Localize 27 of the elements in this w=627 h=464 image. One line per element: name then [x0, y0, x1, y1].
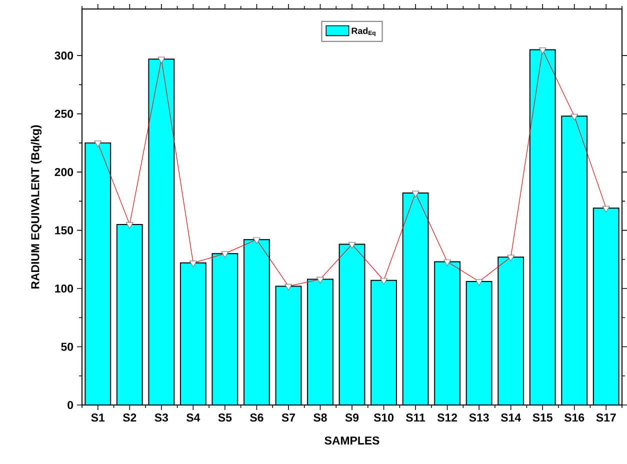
x-tick-label: S15: [532, 414, 552, 422]
x-tick-label: S11: [406, 414, 426, 422]
x-axis-title: SAMPLES: [324, 436, 380, 445]
y-tick-label: 100: [55, 284, 74, 293]
x-tick-label: S16: [564, 414, 584, 422]
x-tick-label: S17: [596, 414, 616, 422]
x-tick-label: S2: [122, 414, 136, 422]
y-axis-title: RADIUM EQUIVALENT (Bq/kg): [30, 125, 42, 289]
y-tick-label: 150: [55, 226, 74, 234]
x-tick-label: S4: [186, 414, 200, 422]
x-tick-label: S6: [250, 414, 264, 422]
x-tick-label: S8: [314, 414, 327, 422]
x-tick-label: S9: [345, 414, 359, 422]
y-tick-label: 0: [68, 400, 74, 410]
x-tick-label: S1: [91, 414, 105, 422]
legend-label: Rad$_{Eq}$: [352, 27, 376, 36]
y-tick-label: 300: [54, 52, 74, 60]
x-tick-label: S3: [154, 414, 168, 422]
x-tick-label: S13: [469, 414, 489, 422]
y-tick-label: 200: [54, 168, 74, 176]
y-tick-label: 250: [54, 110, 74, 118]
x-tick-label: S7: [282, 414, 295, 422]
x-tick-label: S14: [500, 414, 521, 422]
x-tick-label: S5: [218, 414, 232, 422]
x-tick-label: S10: [374, 414, 394, 422]
x-tick-label: S12: [437, 414, 458, 422]
y-tick-label: 50: [61, 342, 74, 351]
